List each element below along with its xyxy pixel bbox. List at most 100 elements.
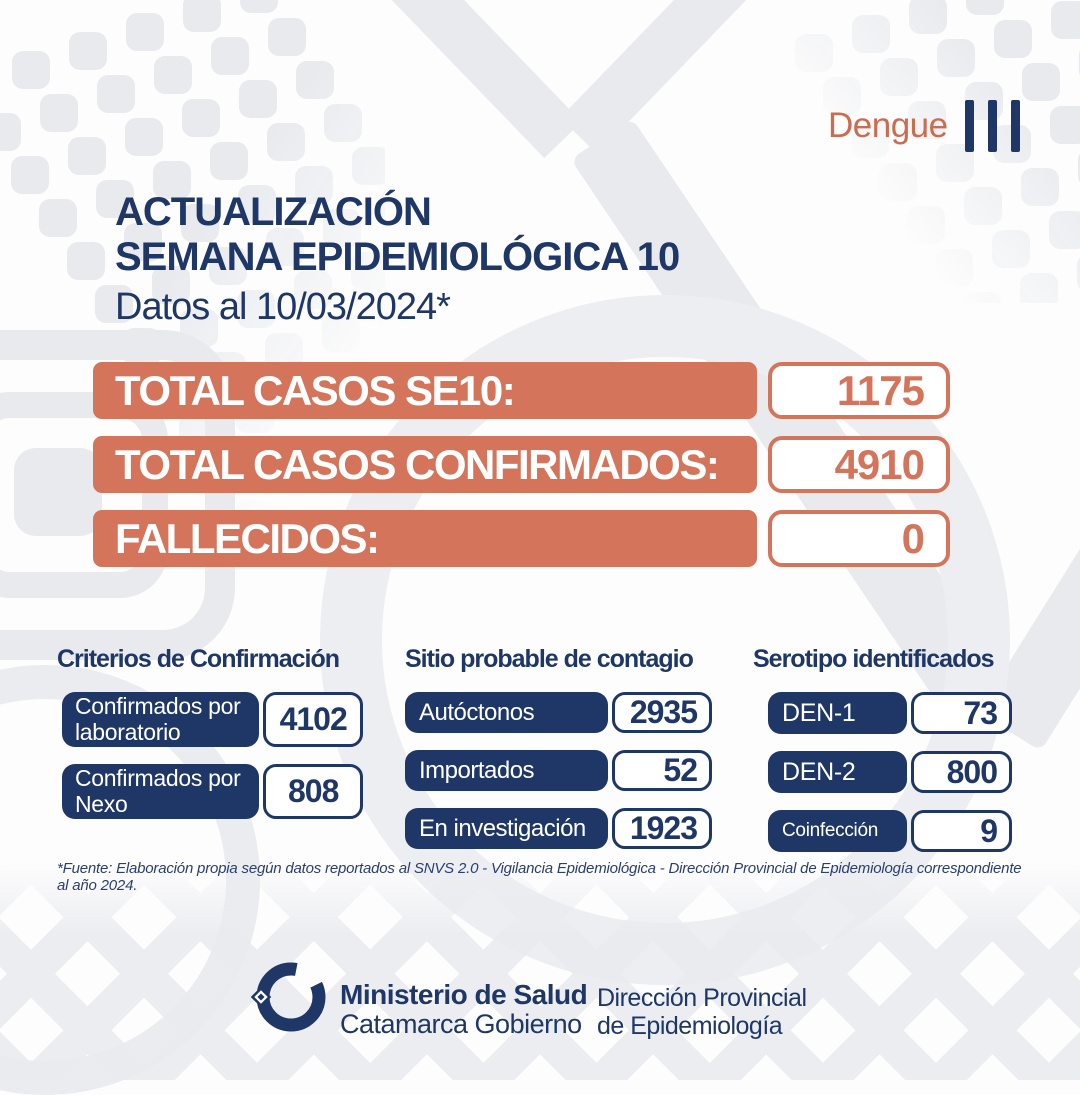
row-value: 52 bbox=[612, 750, 712, 791]
header: ACTUALIZACIÓN SEMANA EPIDEMIOLÓGICA 10 D… bbox=[115, 190, 680, 329]
data-row: DEN-1 73 bbox=[768, 692, 1021, 734]
dengue-wordmark: Dengue bbox=[828, 106, 948, 145]
pattern-dot bbox=[11, 156, 49, 194]
detail-columns: Criterios de Confirmación Confirmados po… bbox=[57, 645, 1021, 869]
summary-label: TOTAL CASOS SE10: bbox=[93, 362, 757, 419]
pattern-dot bbox=[880, 58, 918, 96]
pattern-dot bbox=[68, 137, 106, 175]
pattern-dot bbox=[12, 51, 50, 89]
column-serotipos: Serotipo identificados DEN-1 73 DEN-2 80… bbox=[753, 645, 1021, 869]
pattern-dot bbox=[39, 199, 77, 237]
pattern-dot bbox=[1021, 168, 1059, 206]
pattern-dot bbox=[1049, 211, 1080, 249]
pattern-dot bbox=[935, 249, 973, 287]
dengue-brand: Dengue bbox=[828, 100, 1020, 152]
catamarca-c-logo bbox=[250, 956, 332, 1043]
data-row: Coinfección 9 bbox=[768, 810, 1021, 852]
row-label: En investigación bbox=[405, 808, 608, 849]
background-chevron-top bbox=[560, 0, 772, 155]
ministry-name-line1: Ministerio de Salud bbox=[340, 979, 588, 1010]
summary-rows: TOTAL CASOS SE10: 1175 TOTAL CASOS CONFI… bbox=[93, 362, 950, 584]
summary-label: TOTAL CASOS CONFIRMADOS: bbox=[93, 436, 757, 493]
summary-row-total-se10: TOTAL CASOS SE10: 1175 bbox=[93, 362, 950, 419]
pattern-dot bbox=[97, 75, 135, 113]
pattern-dot bbox=[240, 0, 278, 13]
row-label: Autóctonos bbox=[405, 692, 608, 733]
row-value: 9 bbox=[911, 810, 1012, 852]
department-name-line2: de Epidemiología bbox=[597, 1012, 783, 1040]
pattern-dot bbox=[324, 104, 362, 142]
pattern-dot bbox=[125, 118, 163, 156]
background-weave-pattern bbox=[0, 862, 1080, 1080]
background-qr-finder-dot bbox=[14, 448, 102, 536]
three-bars-icon bbox=[964, 100, 1020, 152]
data-row: Importados 52 bbox=[405, 750, 712, 791]
summary-value: 4910 bbox=[768, 436, 950, 493]
title-line-2: SEMANA EPIDEMIOLÓGICA 10 bbox=[115, 234, 680, 279]
row-label: Confirmados por laboratorio bbox=[62, 692, 260, 747]
row-value: 1923 bbox=[612, 808, 712, 849]
page-subtitle: Datos al 10/03/2024* bbox=[115, 285, 451, 328]
pattern-dot bbox=[67, 242, 105, 280]
row-value: 2935 bbox=[612, 692, 712, 733]
pattern-dot bbox=[154, 56, 192, 94]
pattern-dot bbox=[268, 18, 306, 56]
row-label: Confirmados por Nexo bbox=[62, 764, 260, 819]
department-name-line1: Dirección Provincial bbox=[597, 984, 807, 1012]
column-sitio-contagio: Sitio probable de contagio Autóctonos 29… bbox=[405, 645, 712, 869]
pattern-dot bbox=[296, 61, 334, 99]
data-row: Autóctonos 2935 bbox=[405, 692, 712, 733]
pattern-dot bbox=[126, 13, 164, 51]
pattern-dot bbox=[852, 15, 890, 53]
page-title: ACTUALIZACIÓN SEMANA EPIDEMIOLÓGICA 10 bbox=[115, 190, 680, 280]
pattern-dot bbox=[40, 94, 78, 132]
pattern-dot bbox=[1020, 273, 1058, 311]
pattern-dot bbox=[182, 99, 220, 137]
summary-row-fallecidos: FALLECIDOS: 0 bbox=[93, 510, 950, 567]
column-heading: Serotipo identificados bbox=[753, 645, 995, 673]
column-heading: Criterios de Confirmación bbox=[57, 645, 340, 673]
ministry-name: Ministerio de Salud Catamarca Gobierno bbox=[340, 979, 588, 1040]
summary-row-total-confirmados: TOTAL CASOS CONFIRMADOS: 4910 bbox=[93, 436, 950, 493]
summary-value: 0 bbox=[768, 510, 950, 567]
pattern-dot bbox=[0, 113, 21, 151]
ministry-name-line2: Catamarca Gobierno bbox=[340, 1009, 582, 1040]
pattern-dot bbox=[267, 123, 305, 161]
pattern-dot bbox=[352, 147, 390, 185]
data-row: DEN-2 800 bbox=[768, 751, 1021, 793]
pattern-dot bbox=[937, 39, 975, 77]
source-footnote: *Fuente: Elaboración propia según datos … bbox=[57, 860, 1022, 894]
column-heading: Sitio probable de contagio bbox=[405, 645, 694, 673]
pattern-dot bbox=[966, 0, 1004, 15]
row-value: 4102 bbox=[263, 692, 363, 747]
pattern-dot bbox=[1051, 1, 1080, 39]
pattern-dot bbox=[795, 34, 833, 72]
pattern-dot bbox=[69, 32, 107, 70]
column-criterios-confirmacion: Criterios de Confirmación Confirmados po… bbox=[57, 645, 363, 869]
pattern-dot bbox=[964, 187, 1002, 225]
summary-label: FALLECIDOS: bbox=[93, 510, 757, 567]
pattern-dot bbox=[211, 37, 249, 75]
row-label: DEN-2 bbox=[768, 751, 907, 793]
data-row: Confirmados por laboratorio 4102 bbox=[62, 692, 363, 747]
pattern-dot bbox=[992, 230, 1030, 268]
pattern-dot bbox=[210, 142, 248, 180]
pattern-dot bbox=[183, 0, 221, 32]
c-logo-icon bbox=[250, 962, 326, 1032]
data-row: Confirmados por Nexo 808 bbox=[62, 764, 363, 819]
pattern-dot bbox=[963, 292, 1001, 330]
row-value: 808 bbox=[263, 764, 363, 819]
pattern-dot bbox=[907, 206, 945, 244]
title-line-1: ACTUALIZACIÓN bbox=[115, 190, 432, 234]
row-value: 73 bbox=[911, 692, 1012, 734]
pattern-dot bbox=[1022, 63, 1060, 101]
data-row: En investigación 1923 bbox=[405, 808, 712, 849]
pattern-dot bbox=[909, 0, 947, 34]
summary-value: 1175 bbox=[768, 362, 950, 419]
pattern-dot bbox=[1050, 106, 1080, 144]
department-name: Dirección Provincial de Epidemiología bbox=[597, 984, 807, 1040]
background-chevron-top bbox=[370, 0, 582, 158]
pattern-dot bbox=[994, 20, 1032, 58]
row-value: 800 bbox=[911, 751, 1012, 793]
pattern-dot bbox=[239, 80, 277, 118]
